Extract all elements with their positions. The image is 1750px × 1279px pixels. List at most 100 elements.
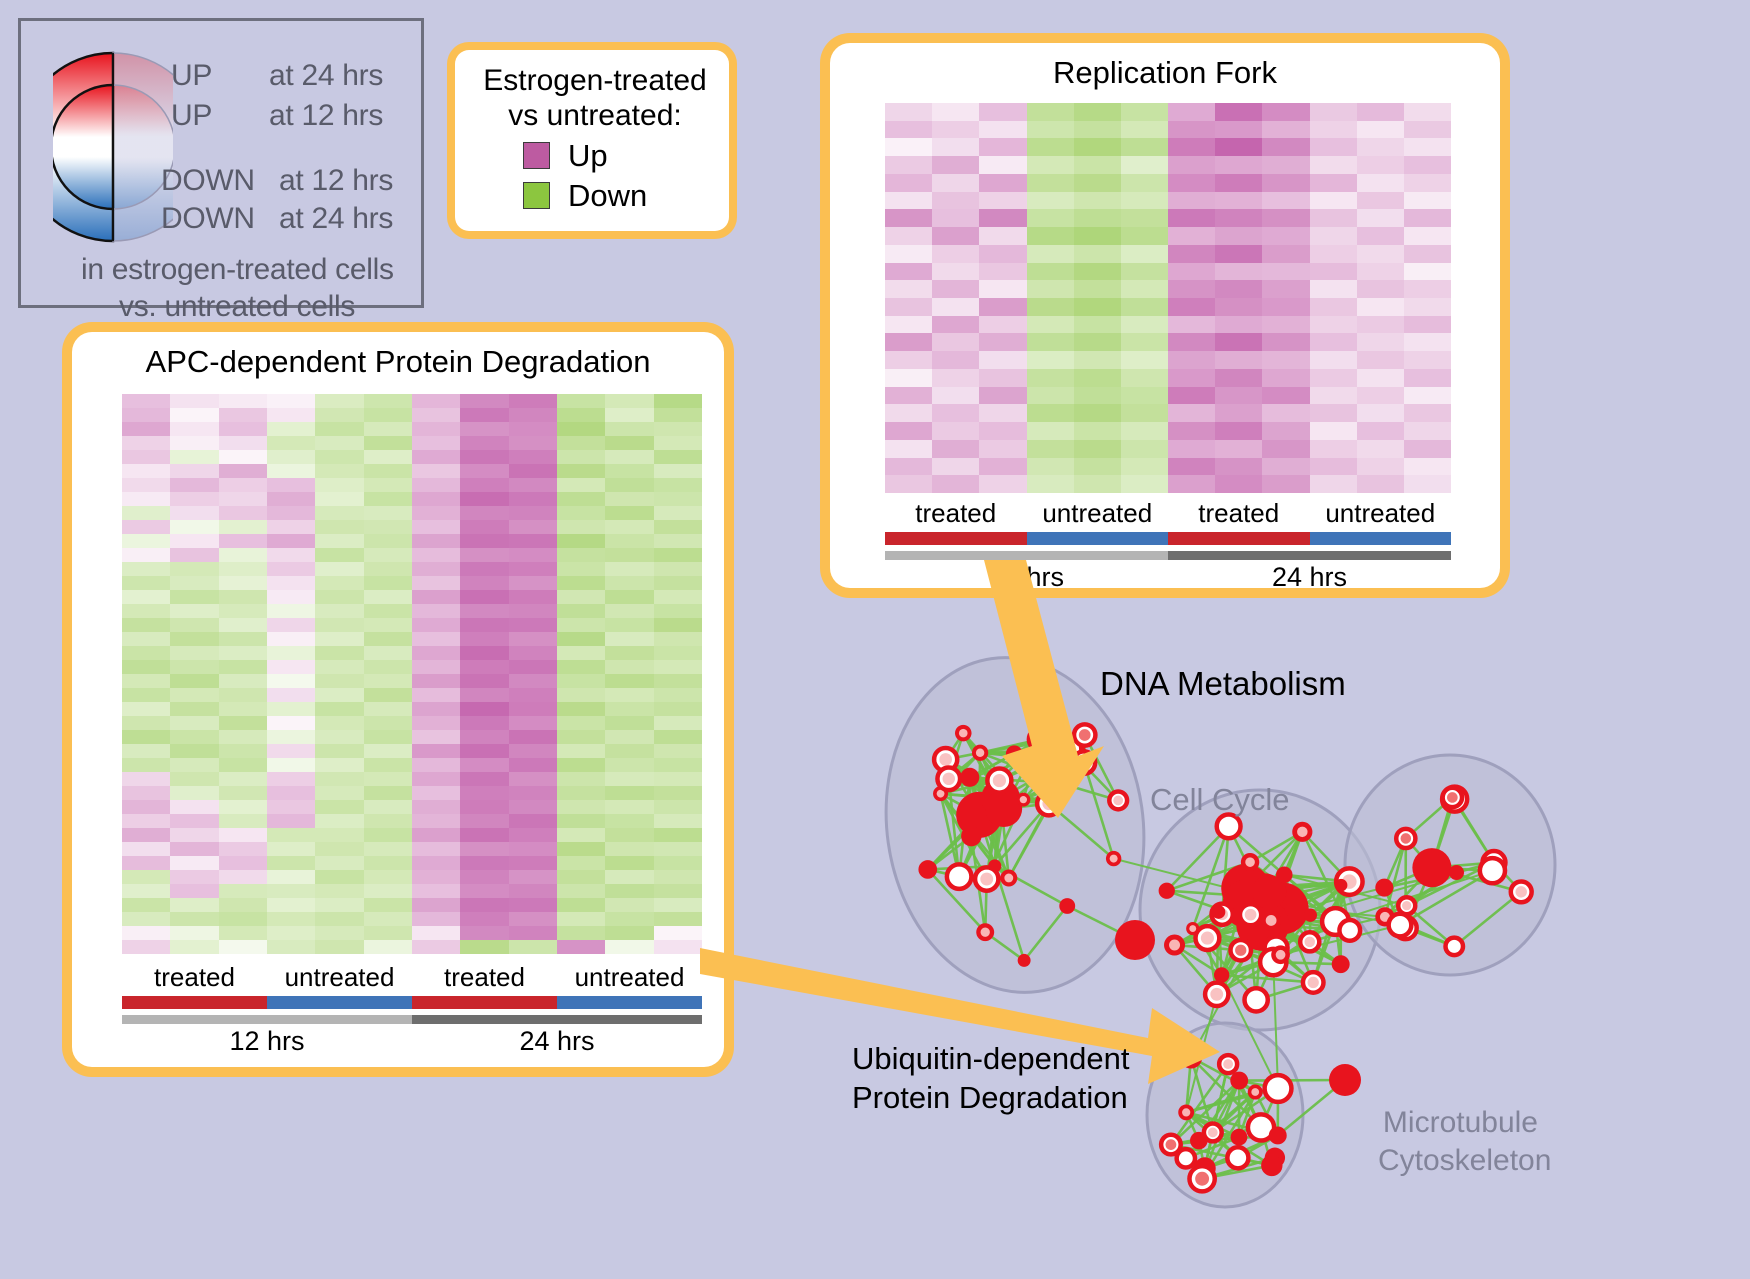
network-node-core xyxy=(1251,1088,1260,1096)
network-node[interactable] xyxy=(1412,848,1452,888)
network-node[interactable] xyxy=(1303,908,1318,922)
network-node[interactable] xyxy=(1115,920,1155,960)
network-node[interactable] xyxy=(1211,905,1226,919)
network-node[interactable] xyxy=(1329,1064,1361,1096)
network-node[interactable] xyxy=(1262,1072,1294,1105)
heatmap-cell xyxy=(411,534,461,548)
network-node[interactable] xyxy=(1174,1146,1198,1170)
heatmap-cell xyxy=(1309,297,1357,316)
heatmap-cell xyxy=(1215,191,1263,210)
heatmap-cell xyxy=(218,632,267,646)
heatmap-cell xyxy=(979,475,1027,493)
panel-title-apc: APC-dependent Protein Degradation xyxy=(145,344,651,379)
heatmap-cell xyxy=(1215,315,1263,334)
sample-label: untreated xyxy=(574,962,685,992)
heatmap-cell xyxy=(1309,173,1357,192)
network-node[interactable] xyxy=(1251,874,1287,910)
heatmap-cell xyxy=(556,730,606,744)
network-node[interactable] xyxy=(1230,1071,1249,1090)
network-node[interactable] xyxy=(1386,911,1414,939)
heatmap-cell xyxy=(122,884,171,898)
heatmap-cell xyxy=(1073,244,1121,263)
heatmap-cell xyxy=(556,856,606,870)
heatmap-cell xyxy=(1262,439,1310,458)
network-node[interactable] xyxy=(1337,917,1363,943)
network-node[interactable] xyxy=(944,862,974,892)
heatmap-cell xyxy=(1120,386,1168,405)
network-node[interactable] xyxy=(1275,866,1293,884)
heatmap-cell xyxy=(1026,386,1074,405)
heatmap-cell xyxy=(363,562,412,576)
sample-annotation-replication-fork: treated untreated treated untreated 12 h xyxy=(885,498,1451,588)
network-node[interactable] xyxy=(1449,865,1465,881)
heatmap-cell xyxy=(1120,173,1168,192)
heatmap-cell xyxy=(122,702,171,716)
heatmap-cell xyxy=(1073,386,1121,405)
heatmap-cell xyxy=(1403,315,1451,334)
heatmap-cell xyxy=(556,436,606,450)
heatmap-cell xyxy=(605,492,654,506)
network-node[interactable] xyxy=(961,825,982,847)
heatmap-cell xyxy=(932,297,980,316)
heatmap-cell xyxy=(932,457,980,476)
network-node[interactable] xyxy=(1214,812,1243,841)
network-node-core xyxy=(1019,796,1028,804)
heatmap-cell xyxy=(979,368,1027,387)
heatmap-cell xyxy=(1262,475,1310,493)
heatmap-cell xyxy=(1403,280,1451,298)
network-node[interactable] xyxy=(960,767,980,787)
heatmap-cell xyxy=(122,786,171,800)
network-node[interactable] xyxy=(1017,953,1031,967)
heatmap-cell xyxy=(1026,227,1074,245)
network-node[interactable] xyxy=(1261,1154,1283,1177)
network-node[interactable] xyxy=(1443,935,1466,958)
heatmap-cell xyxy=(556,926,606,940)
wheel-time-up-12: at 12 hrs xyxy=(269,99,384,132)
heatmap-cell xyxy=(1120,315,1168,334)
heatmap-cell xyxy=(363,548,412,562)
heatmap-cell xyxy=(605,506,654,520)
heatmap-cell xyxy=(411,674,461,688)
network-node[interactable] xyxy=(1242,985,1271,1014)
heatmap-cell xyxy=(1168,280,1216,298)
network-node[interactable] xyxy=(1477,855,1508,886)
heatmap-cell xyxy=(122,450,171,464)
heatmap-cell xyxy=(315,870,364,884)
heatmap-cell xyxy=(460,618,509,632)
network-node[interactable] xyxy=(985,790,1023,828)
network-node[interactable] xyxy=(1375,878,1394,897)
network-node[interactable] xyxy=(1334,878,1348,892)
heatmap-cell xyxy=(266,506,316,520)
heatmap-cell xyxy=(460,548,509,562)
time-seg xyxy=(412,1015,702,1024)
network-node[interactable] xyxy=(1158,882,1175,899)
heatmap-cell xyxy=(556,870,606,884)
heatmap-cell xyxy=(460,408,509,422)
network-node[interactable] xyxy=(1059,898,1076,914)
sample-label: untreated xyxy=(1042,498,1153,528)
network-node[interactable] xyxy=(1268,1126,1287,1145)
heatmap-cell xyxy=(1356,156,1404,174)
heatmap-cell xyxy=(1168,138,1216,157)
heatmap-cell xyxy=(1403,439,1451,458)
network-node-core xyxy=(1307,976,1319,989)
heatmap-cell xyxy=(508,450,557,464)
network-node-core xyxy=(1165,1139,1177,1150)
heatmap-cell xyxy=(315,506,364,520)
heatmap-cell xyxy=(170,562,219,576)
network-node[interactable] xyxy=(1225,1145,1251,1171)
heatmap-cell xyxy=(363,884,412,898)
heatmap-replication-fork xyxy=(885,103,1451,493)
heatmap-cell xyxy=(266,814,316,828)
heatmap-cell xyxy=(1073,368,1121,387)
network-node[interactable] xyxy=(918,860,938,879)
network-node[interactable] xyxy=(1331,955,1350,974)
network-node[interactable] xyxy=(1213,967,1230,983)
heatmap-cell xyxy=(605,772,654,786)
heatmap-cell xyxy=(1403,422,1451,440)
heatmap-cell xyxy=(605,786,654,800)
network-node-core xyxy=(1182,1108,1191,1117)
network-node[interactable] xyxy=(1230,1128,1248,1146)
network-edge xyxy=(1399,869,1494,927)
heatmap-cell xyxy=(1168,457,1216,476)
